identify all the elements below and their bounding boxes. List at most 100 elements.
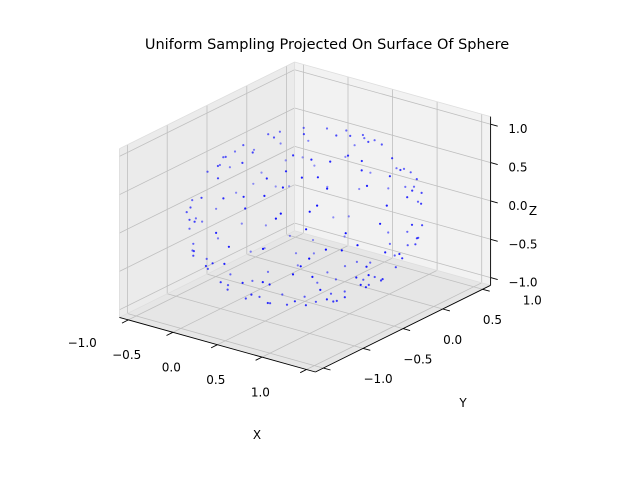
data-point: [222, 156, 225, 159]
data-point: [205, 257, 208, 260]
data-point: [310, 158, 313, 161]
z-axis-label: Z: [529, 204, 537, 218]
data-point: [211, 262, 214, 265]
data-point: [388, 242, 391, 245]
data-point: [261, 281, 264, 284]
grid-line: [119, 222, 295, 311]
data-point: [235, 191, 238, 194]
data-point: [329, 292, 333, 295]
data-point: [300, 176, 303, 179]
data-point: [326, 185, 329, 188]
data-point: [411, 189, 414, 192]
y-tick-mark: [402, 328, 411, 332]
data-point: [251, 151, 254, 154]
data-point: [326, 187, 329, 190]
data-point: [367, 283, 370, 286]
data-point: [365, 184, 369, 187]
grid-line: [246, 254, 443, 310]
data-point: [266, 301, 269, 305]
data-point: [241, 281, 244, 284]
data-point: [406, 244, 409, 247]
y-axis-label: Y: [458, 396, 467, 410]
data-point: [204, 264, 207, 268]
data-point: [274, 217, 277, 220]
y-tick-label: −0.5: [403, 353, 432, 367]
data-point: [200, 196, 203, 199]
data-point: [380, 143, 383, 146]
data-point: [358, 187, 361, 191]
data-point: [367, 274, 370, 277]
data-point: [288, 234, 291, 237]
data-point: [363, 137, 366, 140]
z-tick-mark: [490, 162, 498, 166]
data-point: [361, 133, 364, 137]
x-tick-label: −0.5: [112, 348, 141, 362]
data-point: [258, 295, 261, 298]
data-point: [281, 186, 284, 189]
data-point: [229, 273, 232, 276]
data-point: [356, 244, 359, 247]
data-point: [193, 220, 196, 223]
data-point: [242, 144, 245, 147]
data-point: [263, 194, 266, 197]
data-point: [373, 139, 376, 142]
grid-line: [119, 146, 295, 234]
data-point: [362, 278, 365, 281]
data-point: [192, 242, 195, 245]
data-point: [316, 176, 319, 179]
data-point: [379, 279, 383, 282]
data-point: [312, 252, 315, 255]
data-point: [267, 133, 270, 136]
data-point: [410, 223, 414, 226]
data-point: [305, 228, 308, 231]
data-point: [355, 276, 358, 279]
data-point: [421, 224, 424, 227]
z-tick-label: −1.0: [508, 276, 537, 290]
data-point: [343, 235, 346, 238]
x-tick-mark: [121, 319, 129, 324]
x-tick-label: −1.0: [68, 336, 97, 350]
data-point: [325, 298, 328, 301]
y-tick-label: 0.5: [483, 313, 502, 327]
grid-line: [286, 234, 483, 290]
data-point: [291, 273, 295, 276]
y-tick-mark: [363, 347, 371, 351]
data-point: [406, 230, 409, 233]
data-point: [228, 166, 231, 169]
data-point: [249, 250, 252, 253]
data-point: [250, 293, 253, 296]
y-tick-label: 1.0: [523, 293, 542, 307]
data-point: [272, 136, 276, 139]
data-point: [264, 224, 267, 227]
data-point: [404, 185, 407, 188]
data-point: [185, 211, 188, 214]
data-point: [302, 126, 305, 129]
x-tick-label: 0.0: [162, 361, 181, 375]
y-tick-label: −1.0: [364, 372, 393, 386]
data-point: [206, 267, 209, 270]
z-tick-label: 1.0: [508, 122, 527, 136]
data-point: [299, 265, 302, 268]
data-point: [343, 265, 347, 268]
y-tick-mark: [323, 367, 331, 371]
data-point: [288, 185, 291, 188]
y-tick-mark: [442, 308, 451, 312]
data-point: [216, 164, 219, 168]
data-point: [308, 210, 311, 213]
data-point: [353, 144, 356, 147]
data-point: [216, 237, 220, 240]
data-point: [388, 175, 391, 178]
x-tick-label: 1.0: [251, 385, 270, 399]
pane-edge: [294, 61, 491, 117]
x-tick-label: 0.5: [206, 373, 225, 387]
data-point: [316, 281, 319, 284]
data-point: [349, 134, 352, 137]
grid-line: [119, 69, 295, 157]
data-point: [420, 202, 423, 205]
data-point: [284, 159, 287, 162]
pane-edge: [119, 61, 295, 150]
data-point: [344, 232, 347, 235]
data-point: [274, 185, 277, 188]
